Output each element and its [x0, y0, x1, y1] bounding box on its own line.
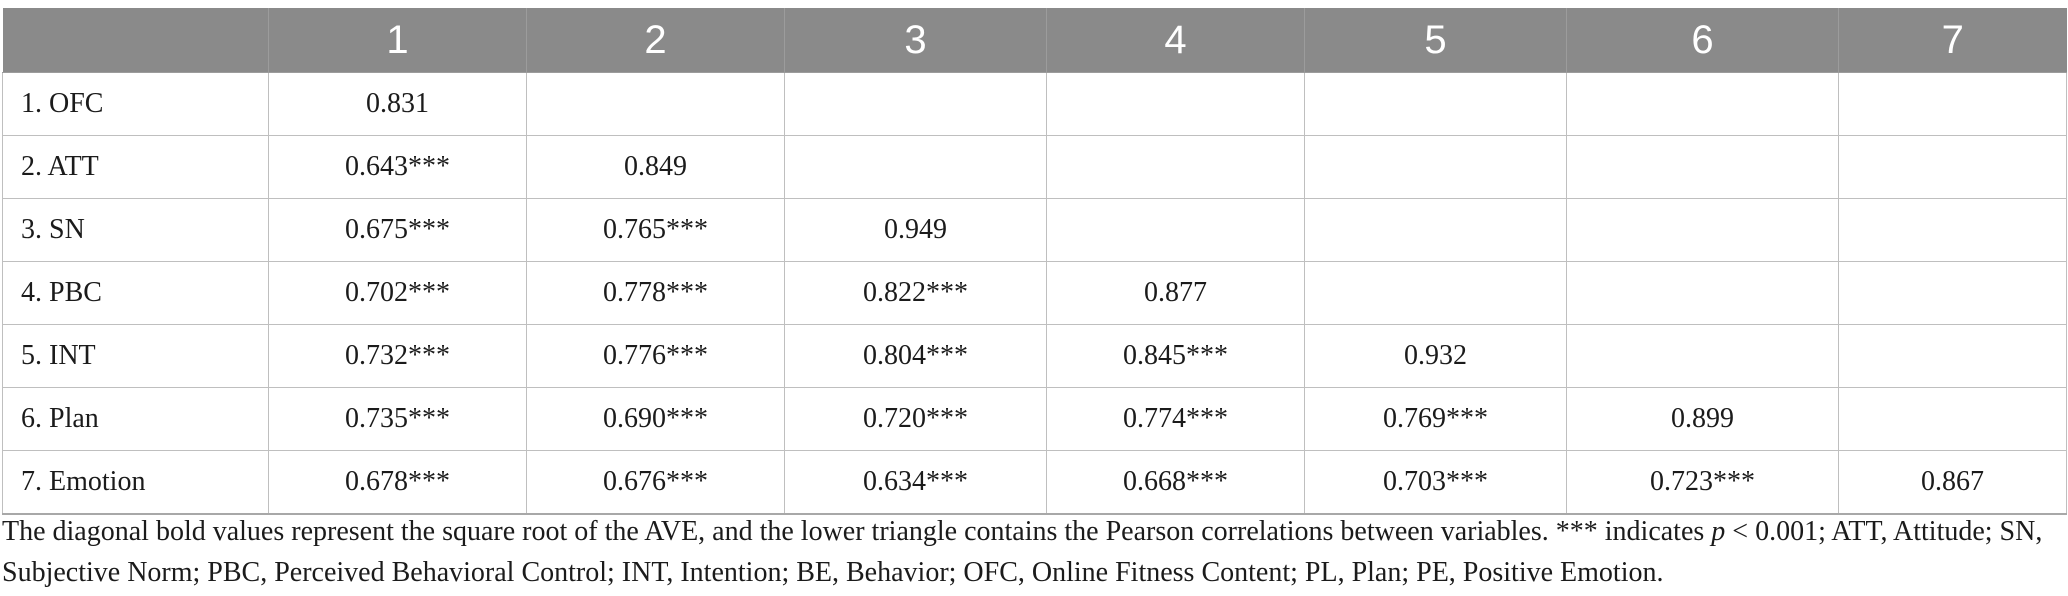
table-cell: 0.774*** [1046, 387, 1305, 451]
table-cell: 0.822*** [784, 261, 1047, 325]
table-row-emotion: 7. Emotion 0.678*** 0.676*** 0.634*** 0.… [2, 450, 2067, 515]
table-cell: 0.634*** [784, 450, 1047, 515]
table-cell [1566, 135, 1839, 199]
table-row-int: 5. INT 0.732*** 0.776*** 0.804*** 0.845*… [2, 324, 2067, 388]
row-label-pbc: 4. PBC [2, 261, 269, 325]
table-cell [1046, 198, 1305, 262]
table-cell: 0.769*** [1304, 387, 1567, 451]
row-label-emotion: 7. Emotion [2, 450, 269, 515]
column-header-4: 4 [1046, 8, 1305, 73]
correlation-table: 1 2 3 4 5 6 7 1. OFC 0.831 2. ATT 0.643*… [2, 8, 2067, 515]
table-footnote: The diagonal bold values represent the s… [2, 511, 2064, 593]
table-cell: 0.932 [1304, 324, 1567, 388]
table-cell: 0.849 [526, 135, 785, 199]
table-cell: 0.643*** [268, 135, 527, 199]
table-cell [1838, 324, 2067, 388]
table-cell: 0.676*** [526, 450, 785, 515]
column-header-7: 7 [1838, 8, 2067, 73]
row-label-att: 2. ATT [2, 135, 269, 199]
table-cell: 0.720*** [784, 387, 1047, 451]
table-cell: 0.732*** [268, 324, 527, 388]
table-cell: 0.703*** [1304, 450, 1567, 515]
table-cell [1566, 198, 1839, 262]
row-label-sn: 3. SN [2, 198, 269, 262]
column-header-2: 2 [526, 8, 785, 73]
table-cell: 0.877 [1046, 261, 1305, 325]
table-cell: 0.678*** [268, 450, 527, 515]
table-cell [1304, 135, 1567, 199]
table-cell [1838, 198, 2067, 262]
table-cell: 0.765*** [526, 198, 785, 262]
footnote-text-before-p: The diagonal bold values represent the s… [2, 516, 1712, 547]
table-cell [1566, 324, 1839, 388]
table-cell [1838, 261, 2067, 325]
table-cell [1566, 261, 1839, 325]
row-label-int: 5. INT [2, 324, 269, 388]
footnote-text-after-p: < 0.001; ATT, Attitude; SN, Subjective N… [2, 516, 2043, 588]
table-cell [1304, 261, 1567, 325]
table-cell [1304, 72, 1567, 136]
table-cell [1566, 72, 1839, 136]
row-label-ofc: 1. OFC [2, 72, 269, 136]
table-row-pbc: 4. PBC 0.702*** 0.778*** 0.822*** 0.877 [2, 261, 2067, 325]
table-cell: 0.778*** [526, 261, 785, 325]
column-header-5: 5 [1304, 8, 1567, 73]
row-label-plan: 6. Plan [2, 387, 269, 451]
table-cell: 0.899 [1566, 387, 1839, 451]
table-cell [1838, 387, 2067, 451]
table-cell: 0.690*** [526, 387, 785, 451]
table-cell [1838, 135, 2067, 199]
table-cell: 0.845*** [1046, 324, 1305, 388]
header-corner-cell [2, 8, 269, 73]
table-cell [784, 135, 1047, 199]
column-header-1: 1 [268, 8, 527, 73]
table-cell: 0.949 [784, 198, 1047, 262]
table-cell: 0.675*** [268, 198, 527, 262]
table-cell: 0.804*** [784, 324, 1047, 388]
header-row: 1 2 3 4 5 6 7 [2, 8, 2067, 73]
table-cell [1046, 72, 1305, 136]
table-cell [526, 72, 785, 136]
table-cell: 0.831 [268, 72, 527, 136]
table-cell [1838, 72, 2067, 136]
footnote-p-symbol: p [1711, 516, 1726, 547]
table-cell: 0.867 [1838, 450, 2067, 515]
table-row-plan: 6. Plan 0.735*** 0.690*** 0.720*** 0.774… [2, 387, 2067, 451]
table-cell [1046, 135, 1305, 199]
table-cell: 0.735*** [268, 387, 527, 451]
table-row-ofc: 1. OFC 0.831 [2, 72, 2067, 136]
table-cell: 0.723*** [1566, 450, 1839, 515]
table-row-att: 2. ATT 0.643*** 0.849 [2, 135, 2067, 199]
column-header-6: 6 [1566, 8, 1839, 73]
table-cell: 0.776*** [526, 324, 785, 388]
table-cell: 0.668*** [1046, 450, 1305, 515]
table-cell [784, 72, 1047, 136]
table-cell [1304, 198, 1567, 262]
column-header-3: 3 [784, 8, 1047, 73]
table-row-sn: 3. SN 0.675*** 0.765*** 0.949 [2, 198, 2067, 262]
table-cell: 0.702*** [268, 261, 527, 325]
